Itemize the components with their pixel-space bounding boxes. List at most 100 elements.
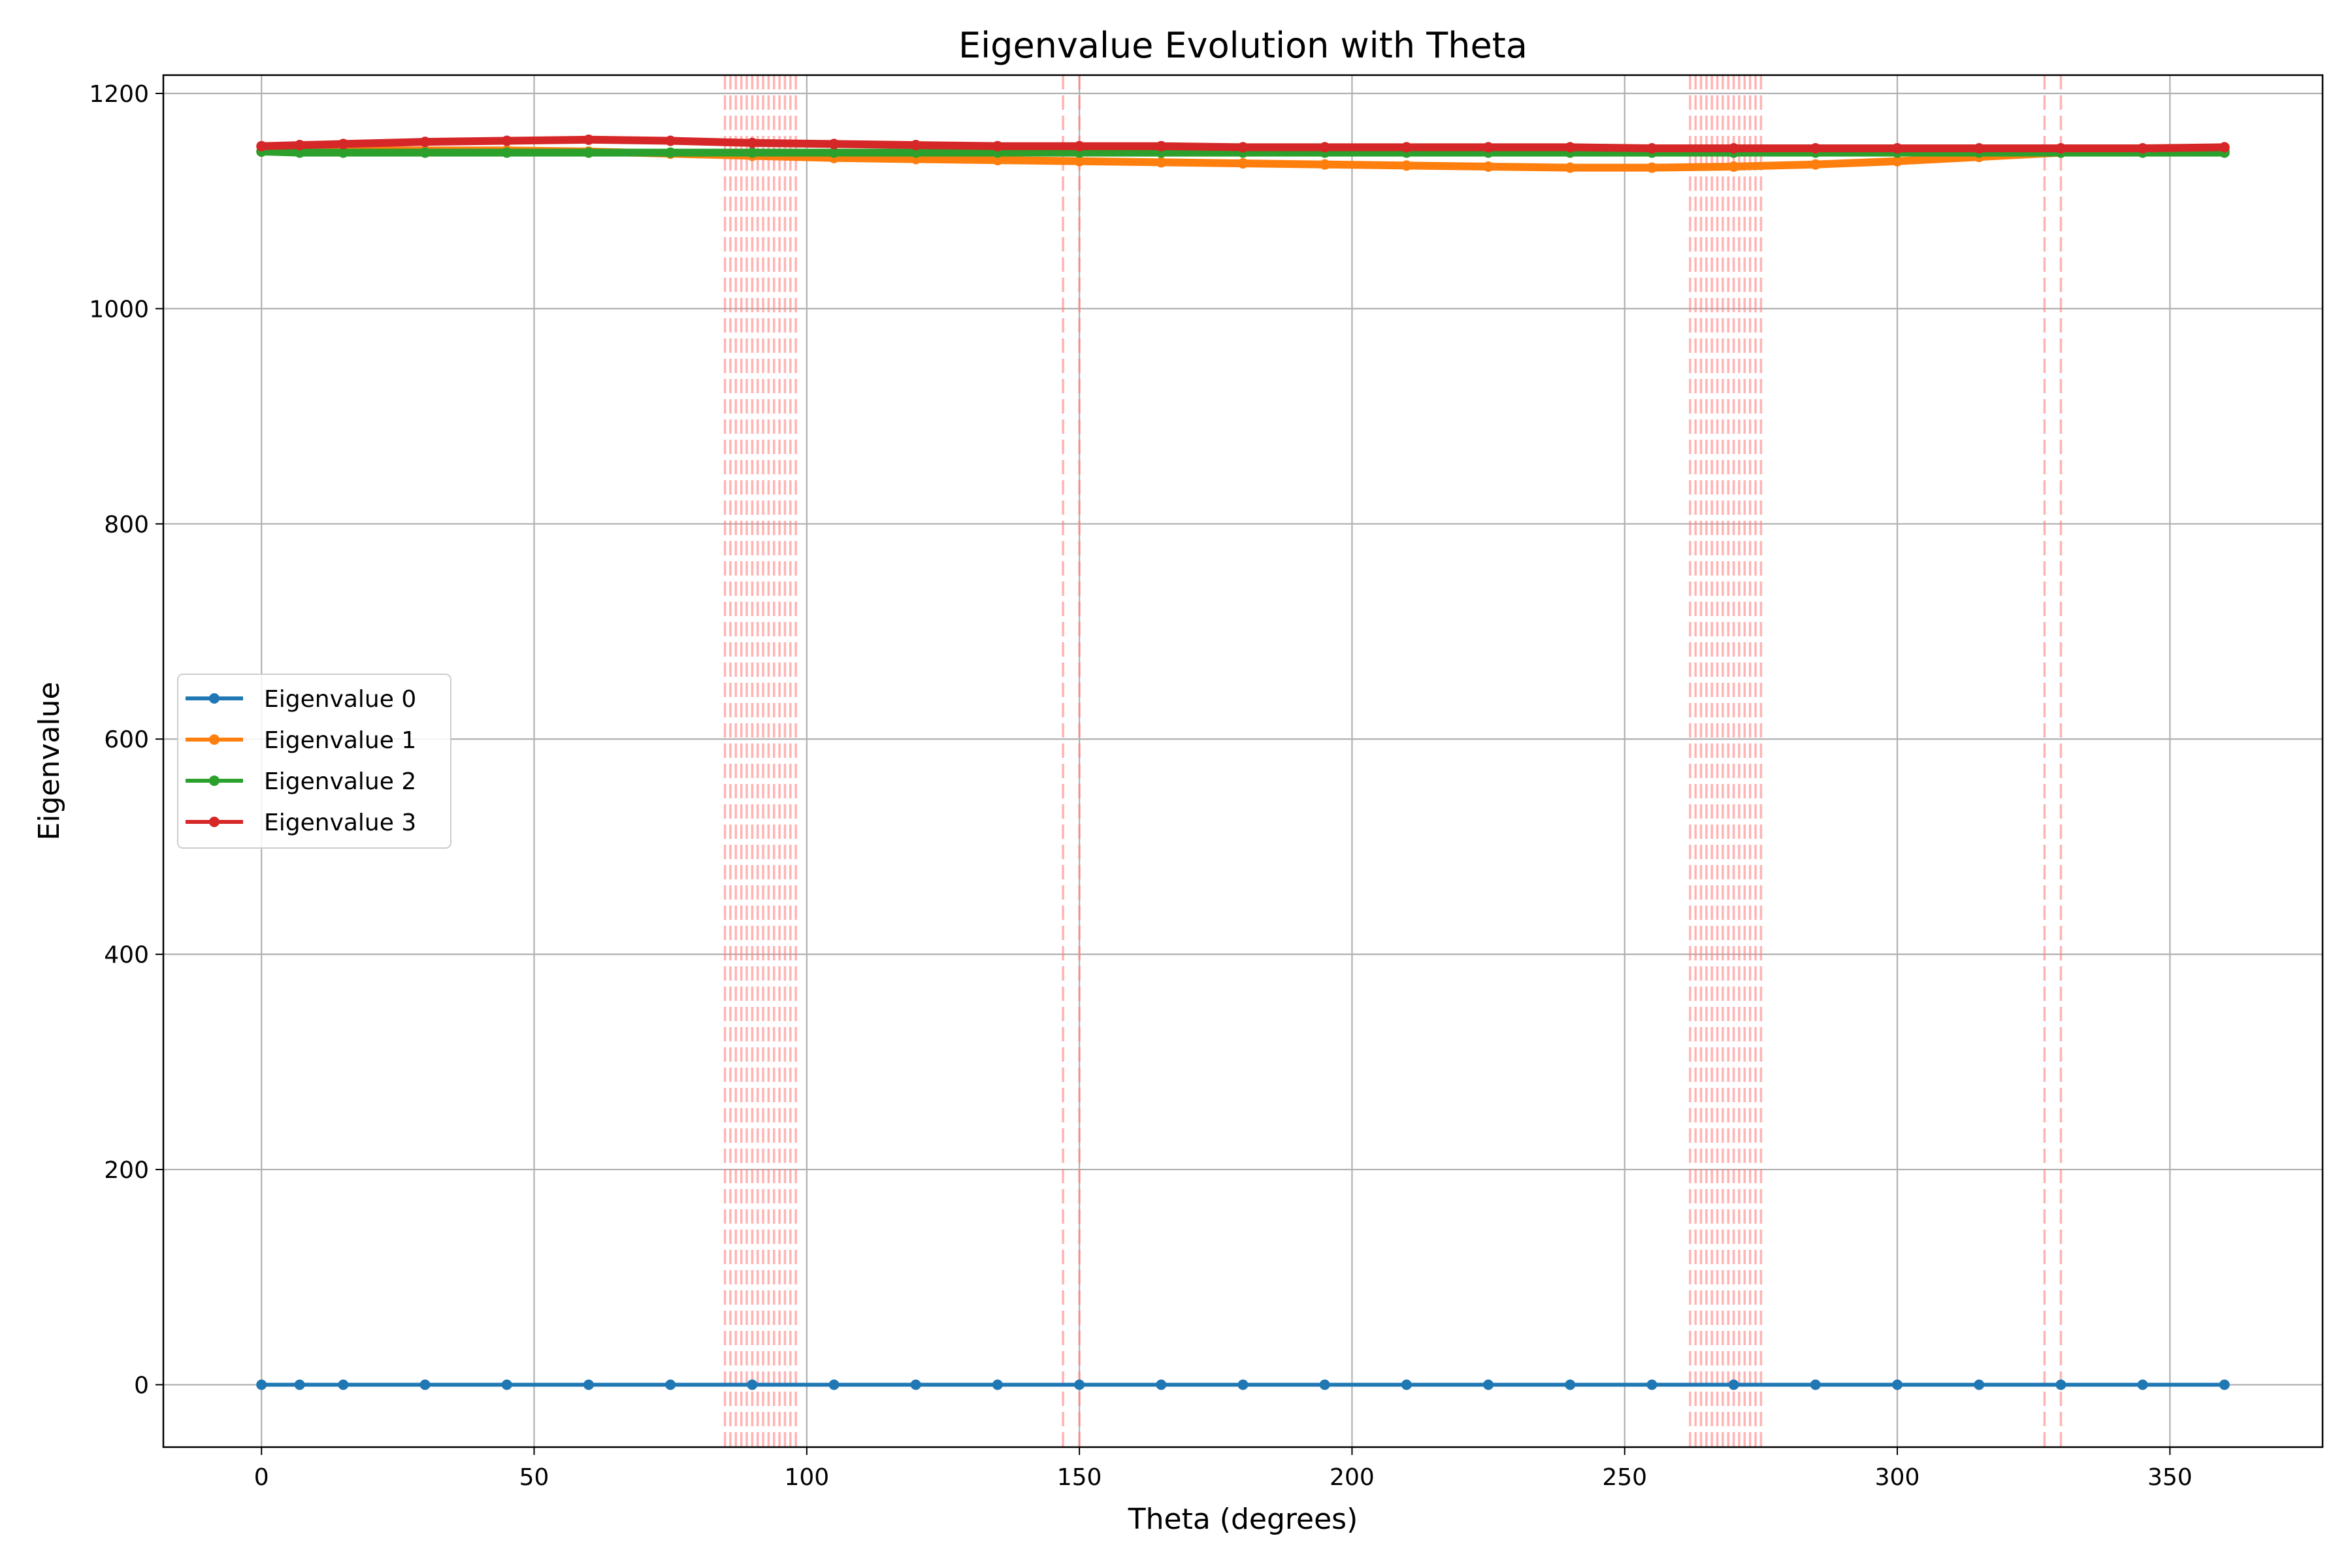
data-point <box>338 147 349 158</box>
data-point <box>294 140 305 151</box>
legend-box <box>177 674 451 849</box>
legend-marker <box>209 817 220 827</box>
vertical-markers <box>723 75 2063 1447</box>
data-point <box>2219 1379 2230 1390</box>
legend-label: Eigenvalue 1 <box>264 727 416 754</box>
data-point <box>1156 140 1167 152</box>
data-point <box>583 1379 594 1390</box>
data-point <box>2055 1379 2066 1390</box>
y-tick-label: 1200 <box>89 81 149 108</box>
data-point <box>910 1379 921 1390</box>
x-tick-label: 350 <box>2148 1464 2193 1491</box>
data-point <box>419 1379 431 1390</box>
data-point <box>665 1379 676 1390</box>
data-point <box>828 147 840 158</box>
y-tick-label: 1000 <box>89 296 149 323</box>
legend-label: Eigenvalue 2 <box>264 768 416 795</box>
data-point <box>294 147 305 158</box>
plot-frame <box>162 74 2324 1448</box>
y-tick-label: 600 <box>104 727 149 753</box>
data-point <box>665 147 676 158</box>
data-point <box>1646 1379 1658 1390</box>
data-point <box>2137 1379 2148 1390</box>
y-tick-label: 0 <box>134 1372 149 1399</box>
data-point <box>583 134 594 145</box>
y-axis-title: Eigenvalue <box>33 681 66 840</box>
data-point <box>910 147 921 158</box>
data-point <box>338 1379 349 1390</box>
data-point <box>1483 1379 1494 1390</box>
data-point <box>665 135 676 146</box>
data-point <box>419 137 431 148</box>
data-point <box>1810 159 1821 170</box>
legend-label: Eigenvalue 3 <box>264 809 416 836</box>
data-point <box>1565 162 1576 173</box>
data-point <box>501 1379 512 1390</box>
x-axis-title: Theta (degrees) <box>1128 1503 1358 1536</box>
data-point <box>256 140 267 152</box>
series-line <box>257 135 2229 152</box>
legend-marker <box>209 776 220 786</box>
data-point <box>1074 1379 1085 1390</box>
legend-label: Eigenvalue 0 <box>264 686 416 713</box>
data-point <box>294 1379 305 1390</box>
data-point <box>1401 142 1412 153</box>
x-tick-label: 100 <box>784 1464 829 1491</box>
data-point <box>256 1379 267 1390</box>
data-point <box>419 147 431 158</box>
data-point <box>1728 143 1739 154</box>
data-point <box>1074 155 1085 167</box>
data-point <box>2219 142 2230 153</box>
y-axis-ticks: 0 200 400 600 800 1000 1200 <box>89 81 163 1399</box>
data-point <box>1156 1379 1167 1390</box>
x-tick-label: 0 <box>254 1464 269 1491</box>
data-point <box>2137 143 2148 154</box>
data-point <box>1974 143 1985 154</box>
legend-marker <box>209 734 220 745</box>
data-point <box>1810 143 1821 154</box>
x-tick-label: 150 <box>1057 1464 1102 1491</box>
legend-marker <box>209 693 220 704</box>
data-point <box>1728 1379 1739 1390</box>
series-0 <box>256 1379 2230 1390</box>
chart-title: Eigenvalue Evolution with Theta <box>958 25 1527 66</box>
data-point <box>1156 157 1167 168</box>
series-2 <box>256 146 2230 158</box>
data-point <box>338 139 349 150</box>
data-point <box>1646 143 1658 154</box>
x-tick-label: 300 <box>1875 1464 1920 1491</box>
data-point <box>910 140 921 151</box>
data-point <box>1237 1379 1249 1390</box>
data-point <box>1237 142 1249 153</box>
data-point <box>828 139 840 150</box>
data-point <box>992 1379 1003 1390</box>
data-point <box>747 147 758 158</box>
x-tick-label: 200 <box>1330 1464 1375 1491</box>
data-point <box>1237 158 1249 169</box>
data-point <box>1319 159 1330 170</box>
data-point <box>501 147 512 158</box>
x-tick-label: 50 <box>519 1464 549 1491</box>
data-point <box>828 1379 840 1390</box>
data-point <box>1401 160 1412 171</box>
series-3 <box>256 134 2230 154</box>
data-point <box>1565 142 1576 153</box>
data-point <box>1483 161 1494 172</box>
data-point <box>747 1379 758 1390</box>
data-point <box>992 140 1003 152</box>
data-point <box>992 155 1003 166</box>
data-point <box>1810 1379 1821 1390</box>
data-point <box>1646 162 1658 173</box>
data-point <box>1892 1379 1903 1390</box>
data-point <box>583 147 594 158</box>
y-tick-label: 200 <box>104 1157 149 1184</box>
data-point <box>1974 1379 1985 1390</box>
x-axis-ticks: 0 50 100 150 200 250 300 350 <box>254 1447 2193 1491</box>
data-point <box>1483 142 1494 153</box>
y-tick-label: 400 <box>104 942 149 969</box>
data-point <box>1892 155 1903 167</box>
data-point <box>1401 1379 1412 1390</box>
data-point <box>501 135 512 146</box>
series-line <box>257 147 2229 157</box>
